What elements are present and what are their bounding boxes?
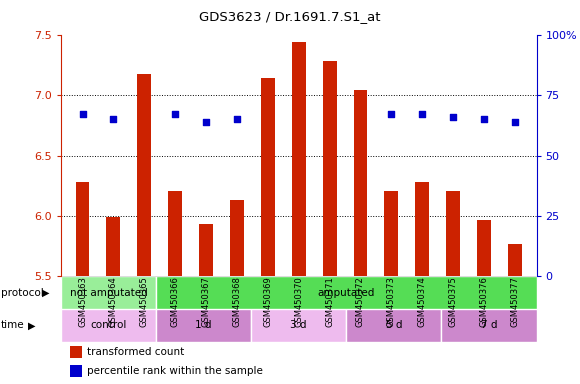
Text: GSM450368: GSM450368 <box>233 276 241 328</box>
Text: control: control <box>90 320 126 331</box>
Text: time: time <box>1 320 25 331</box>
Text: GSM450369: GSM450369 <box>263 276 273 327</box>
Bar <box>251 309 346 342</box>
Text: ▶: ▶ <box>42 288 49 298</box>
Point <box>479 116 488 122</box>
Bar <box>385 190 398 276</box>
Point <box>294 89 303 96</box>
Text: not amputated: not amputated <box>70 288 147 298</box>
Bar <box>61 276 156 309</box>
Point <box>233 116 242 122</box>
Point <box>78 111 87 118</box>
Point <box>510 119 520 125</box>
Bar <box>441 309 536 342</box>
Bar <box>137 74 151 276</box>
Text: 7 d: 7 d <box>481 320 497 331</box>
Bar <box>70 346 82 358</box>
Text: GDS3623 / Dr.1691.7.S1_at: GDS3623 / Dr.1691.7.S1_at <box>200 10 380 23</box>
Bar <box>70 365 82 377</box>
Text: GSM450371: GSM450371 <box>325 276 334 327</box>
Text: GSM450364: GSM450364 <box>109 276 118 327</box>
Point <box>418 111 427 118</box>
Point <box>171 111 180 118</box>
Text: GSM450366: GSM450366 <box>171 276 180 328</box>
Text: GSM450375: GSM450375 <box>448 276 458 327</box>
Point <box>263 92 273 98</box>
Bar <box>415 182 429 276</box>
Bar <box>230 200 244 276</box>
Bar <box>199 225 213 276</box>
Text: GSM450367: GSM450367 <box>202 276 211 328</box>
Bar <box>168 190 182 276</box>
Bar <box>292 42 306 276</box>
Bar <box>261 78 275 276</box>
Text: GSM450373: GSM450373 <box>387 276 396 328</box>
Text: protocol: protocol <box>1 288 44 298</box>
Text: ▶: ▶ <box>28 320 35 331</box>
Text: percentile rank within the sample: percentile rank within the sample <box>87 366 263 376</box>
Text: transformed count: transformed count <box>87 347 184 357</box>
Text: GSM450363: GSM450363 <box>78 276 87 328</box>
Bar <box>156 276 536 309</box>
Point <box>201 119 211 125</box>
Bar <box>346 309 441 342</box>
Bar <box>508 244 522 276</box>
Bar <box>61 309 156 342</box>
Point <box>109 116 118 122</box>
Bar <box>477 220 491 276</box>
Text: 3 d: 3 d <box>291 320 307 331</box>
Text: GSM450365: GSM450365 <box>140 276 149 327</box>
Text: 1 d: 1 d <box>195 320 212 331</box>
Text: GSM450372: GSM450372 <box>356 276 365 327</box>
Point <box>325 92 334 98</box>
Bar <box>322 61 336 276</box>
Point <box>140 92 149 98</box>
Bar <box>75 182 89 276</box>
Point <box>387 111 396 118</box>
Text: GSM450376: GSM450376 <box>480 276 488 328</box>
Text: GSM450377: GSM450377 <box>510 276 519 328</box>
Text: GSM450374: GSM450374 <box>418 276 427 327</box>
Bar <box>354 90 367 276</box>
Bar <box>156 309 251 342</box>
Point <box>356 99 365 105</box>
Bar <box>446 190 460 276</box>
Text: GSM450370: GSM450370 <box>294 276 303 327</box>
Text: 5 d: 5 d <box>386 320 402 331</box>
Text: amputated: amputated <box>318 288 375 298</box>
Point <box>448 114 458 120</box>
Bar <box>107 217 121 276</box>
